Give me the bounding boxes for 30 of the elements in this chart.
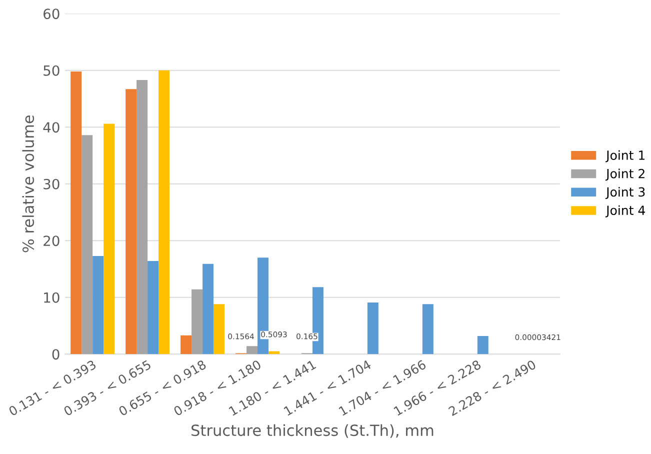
- bar: [367, 302, 378, 354]
- bar: [158, 70, 170, 354]
- y-tick-label: 10: [44, 292, 60, 303]
- x-axis-title: Structure thickness (St.Th), mm: [192, 424, 434, 438]
- bar: [92, 256, 104, 354]
- bar: [268, 351, 280, 354]
- bar: [180, 335, 192, 354]
- y-axis-title: % relative volume: [22, 115, 34, 252]
- legend-label: Joint 4: [605, 205, 645, 218]
- bar: [126, 89, 137, 354]
- legend-label: Joint 2: [605, 168, 644, 181]
- bar: [192, 289, 203, 354]
- y-tick-label: 60: [44, 8, 60, 20]
- y-tick-label: 30: [44, 178, 60, 190]
- y-tick-label: 50: [44, 65, 60, 76]
- y-tick-label: 20: [44, 236, 60, 246]
- bar: [214, 304, 225, 354]
- legend-label: Joint 1: [605, 150, 645, 162]
- bar: [148, 261, 159, 354]
- bar: [246, 346, 258, 354]
- bar: [202, 264, 214, 354]
- bar: [70, 72, 82, 354]
- bar: [477, 336, 488, 354]
- legend-label: Joint 3: [605, 186, 645, 199]
- bar: [422, 304, 434, 354]
- y-tick-label: 0: [52, 349, 60, 360]
- bar: [82, 135, 93, 354]
- y-tick-label: 40: [43, 122, 60, 133]
- bar: [136, 80, 148, 354]
- bar: [104, 124, 115, 354]
